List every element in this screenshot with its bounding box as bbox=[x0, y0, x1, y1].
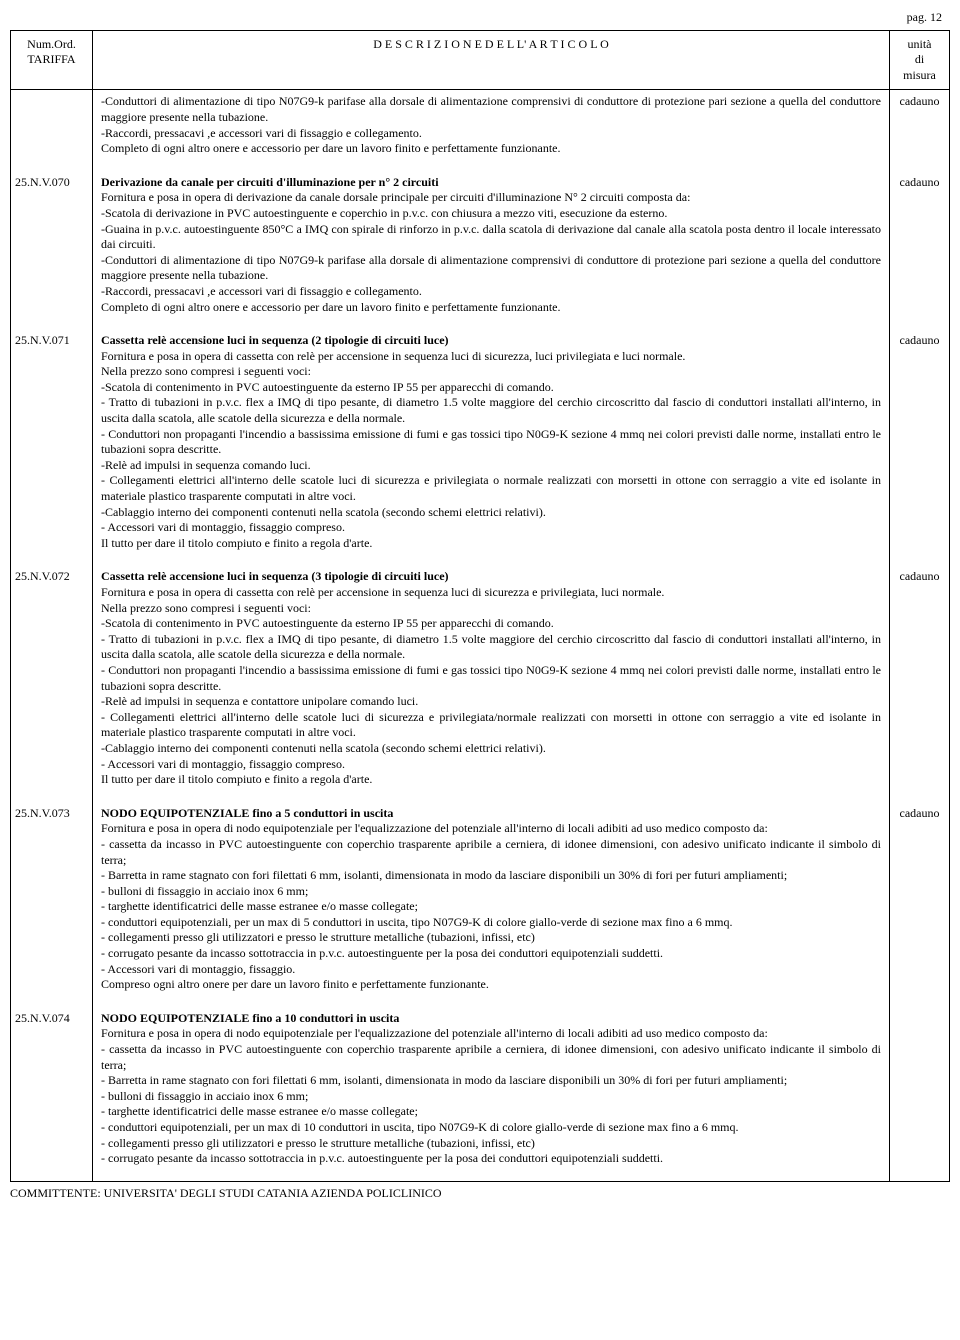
description-line: - collegamenti presso gli utilizzatori e… bbox=[101, 1136, 881, 1152]
header-unit: unità di misura bbox=[890, 30, 950, 90]
entry-title: NODO EQUIPOTENZIALE fino a 10 conduttori… bbox=[101, 1011, 881, 1027]
entry-title: NODO EQUIPOTENZIALE fino a 5 conduttori … bbox=[101, 806, 881, 822]
description-line: - cassetta da incasso in PVC autoestingu… bbox=[101, 1042, 881, 1073]
table-row: -Conduttori di alimentazione di tipo N07… bbox=[11, 90, 950, 171]
code-cell: 25.N.V.074 bbox=[11, 1007, 93, 1181]
description-line: - Accessori vari di montaggio, fissaggio… bbox=[101, 757, 881, 773]
description-line: -Conduttori di alimentazione di tipo N07… bbox=[101, 94, 881, 125]
description-line: -Guaina in p.v.c. autoestinguente 850°C … bbox=[101, 222, 881, 253]
description-cell: Cassetta relè accensione luci in sequenz… bbox=[93, 565, 890, 801]
description-line: - conduttori equipotenziali, per un max … bbox=[101, 915, 881, 931]
description-line: -Relè ad impulsi in sequenza e contattor… bbox=[101, 694, 881, 710]
description-line: Fornitura e posa in opera di derivazione… bbox=[101, 190, 881, 206]
entry-title: Derivazione da canale per circuiti d'ill… bbox=[101, 175, 881, 191]
description-cell: -Conduttori di alimentazione di tipo N07… bbox=[93, 90, 890, 171]
unit-cell: cadauno bbox=[890, 802, 950, 1007]
footer-committente: COMMITTENTE: UNIVERSITA' DEGLI STUDI CAT… bbox=[10, 1182, 950, 1202]
table-header-row: Num.Ord. TARIFFA D E S C R I Z I O N E D… bbox=[11, 30, 950, 90]
description-line: - corrugato pesante da incasso sottotrac… bbox=[101, 1151, 881, 1167]
header-code: Num.Ord. TARIFFA bbox=[11, 30, 93, 90]
table-row: 25.N.V.070 Derivazione da canale per circ… bbox=[11, 171, 950, 329]
unit-cell: cadauno bbox=[890, 90, 950, 171]
description-line: -Cablaggio interno dei componenti conten… bbox=[101, 741, 881, 757]
description-line: Completo di ogni altro onere e accessori… bbox=[101, 141, 881, 157]
description-cell: Derivazione da canale per circuiti d'ill… bbox=[93, 171, 890, 329]
tariff-table: Num.Ord. TARIFFA D E S C R I Z I O N E D… bbox=[10, 30, 950, 1182]
description-line: Il tutto per dare il titolo compiuto e f… bbox=[101, 772, 881, 788]
description-cell: NODO EQUIPOTENZIALE fino a 10 conduttori… bbox=[93, 1007, 890, 1181]
description-line: - Collegamenti elettrici all'interno del… bbox=[101, 473, 881, 504]
description-cell: NODO EQUIPOTENZIALE fino a 5 conduttori … bbox=[93, 802, 890, 1007]
description-line: Fornitura e posa in opera di cassetta co… bbox=[101, 349, 881, 365]
description-line: Fornitura e posa in opera di nodo equipo… bbox=[101, 1026, 881, 1042]
code-cell: 25.N.V.071 bbox=[11, 329, 93, 565]
table-row: 25.N.V.073 NODO EQUIPOTENZIALE fino a 5 c… bbox=[11, 802, 950, 1007]
description-line: Nella prezzo sono compresi i seguenti vo… bbox=[101, 364, 881, 380]
unit-cell: cadauno bbox=[890, 171, 950, 329]
description-line: -Scatola di derivazione in PVC autoestin… bbox=[101, 206, 881, 222]
description-line: - Barretta in rame stagnato con fori fil… bbox=[101, 1073, 881, 1089]
description-line: - conduttori equipotenziali, per un max … bbox=[101, 1120, 881, 1136]
description-line: - Accessori vari di montaggio, fissaggio… bbox=[101, 962, 881, 978]
description-cell: Cassetta relè accensione luci in sequenz… bbox=[93, 329, 890, 565]
entry-title: Cassetta relè accensione luci in sequenz… bbox=[101, 333, 881, 349]
description-line: - bulloni di fissaggio in acciaio inox 6… bbox=[101, 1089, 881, 1105]
description-line: -Scatola di contenimento in PVC autoesti… bbox=[101, 380, 881, 396]
code-cell bbox=[11, 90, 93, 171]
code-cell: 25.N.V.073 bbox=[11, 802, 93, 1007]
description-line: Compreso ogni altro onere per dare un la… bbox=[101, 977, 881, 993]
description-line: -Cablaggio interno dei componenti conten… bbox=[101, 505, 881, 521]
code-cell: 25.N.V.072 bbox=[11, 565, 93, 801]
unit-cell bbox=[890, 1007, 950, 1181]
unit-cell: cadauno bbox=[890, 329, 950, 565]
description-line: - corrugato pesante da incasso sottotrac… bbox=[101, 946, 881, 962]
description-line: - Conduttori non propaganti l'incendio a… bbox=[101, 663, 881, 694]
description-line: -Conduttori di alimentazione di tipo N07… bbox=[101, 253, 881, 284]
description-line: - targhette identificatrici delle masse … bbox=[101, 899, 881, 915]
description-line: - Barretta in rame stagnato con fori fil… bbox=[101, 868, 881, 884]
entry-title: Cassetta relè accensione luci in sequenz… bbox=[101, 569, 881, 585]
description-line: - Conduttori non propaganti l'incendio a… bbox=[101, 427, 881, 458]
description-line: - Tratto di tubazioni in p.v.c. flex a I… bbox=[101, 632, 881, 663]
description-line: - Tratto di tubazioni in p.v.c. flex a I… bbox=[101, 395, 881, 426]
page-number: pag. 12 bbox=[10, 10, 950, 30]
unit-cell: cadauno bbox=[890, 565, 950, 801]
table-row: 25.N.V.074 NODO EQUIPOTENZIALE fino a 10 … bbox=[11, 1007, 950, 1181]
description-line: Il tutto per dare il titolo compiuto e f… bbox=[101, 536, 881, 552]
description-line: -Raccordi, pressacavi ,e accessori vari … bbox=[101, 126, 881, 142]
description-line: Completo di ogni altro onere e accessori… bbox=[101, 300, 881, 316]
header-description: D E S C R I Z I O N E D E L L' A R T I C… bbox=[93, 30, 890, 90]
description-line: - targhette identificatrici delle masse … bbox=[101, 1104, 881, 1120]
description-line: Fornitura e posa in opera di nodo equipo… bbox=[101, 821, 881, 837]
description-line: - collegamenti presso gli utilizzatori e… bbox=[101, 930, 881, 946]
description-line: - bulloni di fissaggio in acciaio inox 6… bbox=[101, 884, 881, 900]
description-line: Fornitura e posa in opera di cassetta co… bbox=[101, 585, 881, 601]
description-line: - Collegamenti elettrici all'interno del… bbox=[101, 710, 881, 741]
table-row: 25.N.V.071 Cassetta relè accensione luci … bbox=[11, 329, 950, 565]
description-line: - Accessori vari di montaggio, fissaggio… bbox=[101, 520, 881, 536]
code-cell: 25.N.V.070 bbox=[11, 171, 93, 329]
description-line: -Relè ad impulsi in sequenza comando luc… bbox=[101, 458, 881, 474]
table-row: 25.N.V.072 Cassetta relè accensione luci … bbox=[11, 565, 950, 801]
description-line: - cassetta da incasso in PVC autoestingu… bbox=[101, 837, 881, 868]
description-line: -Raccordi, pressacavi ,e accessori vari … bbox=[101, 284, 881, 300]
description-line: Nella prezzo sono compresi i seguenti vo… bbox=[101, 601, 881, 617]
description-line: -Scatola di contenimento in PVC autoesti… bbox=[101, 616, 881, 632]
